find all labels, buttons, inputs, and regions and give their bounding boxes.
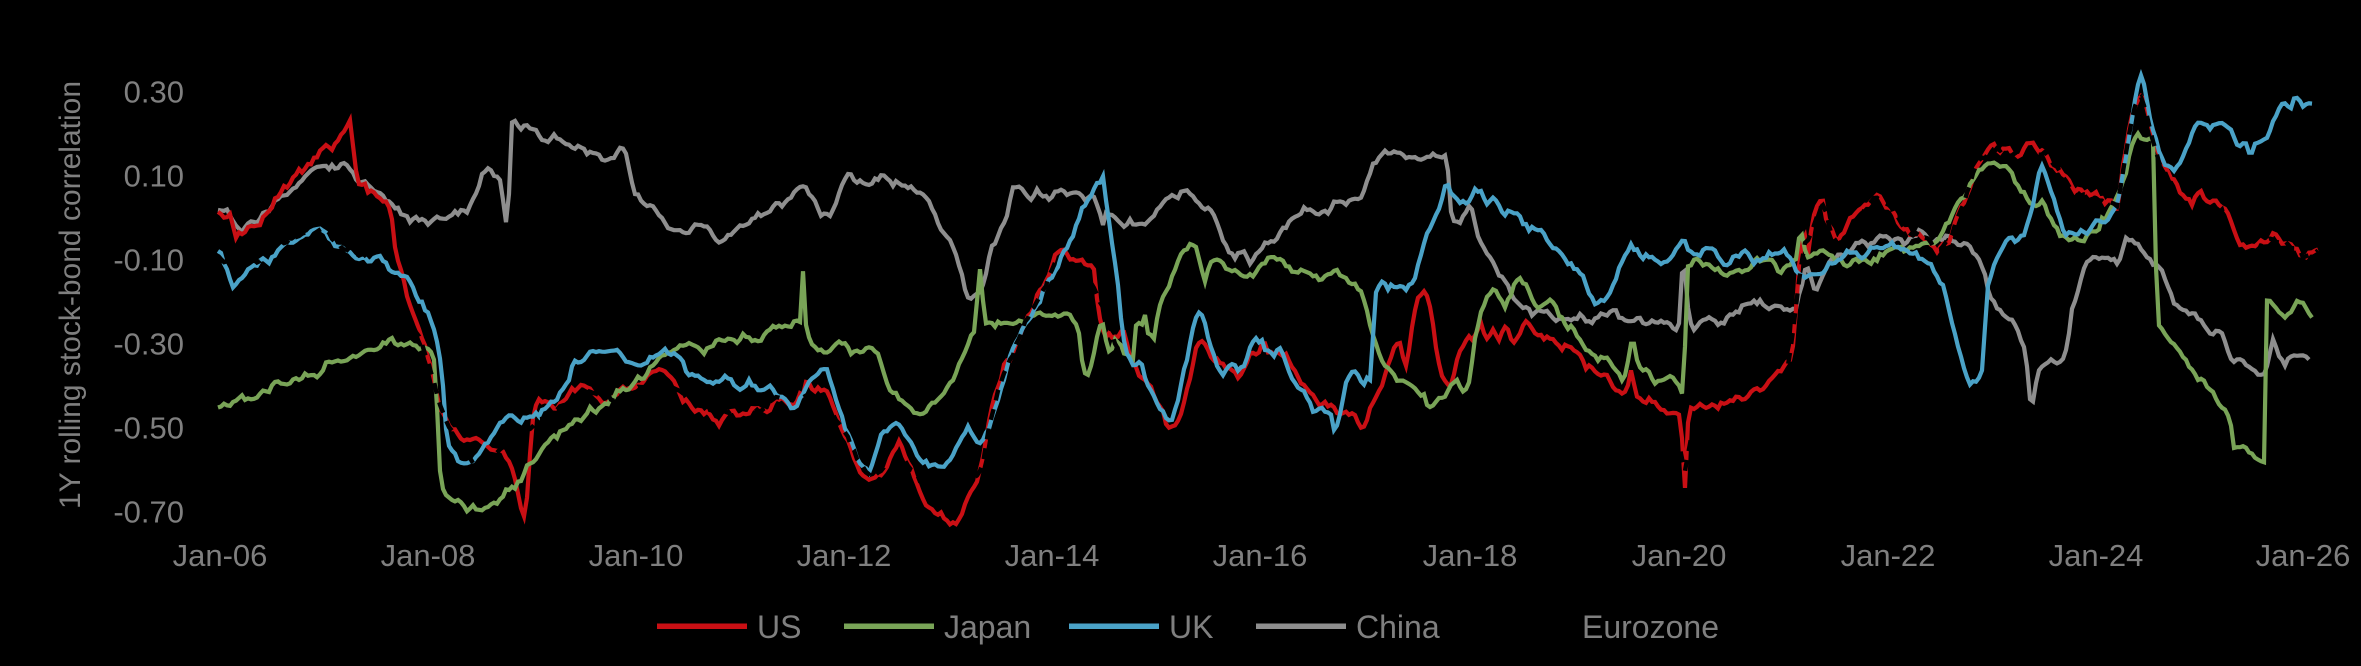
svg-text:Jan-18: Jan-18 [1423,538,1518,573]
svg-text:Jan-20: Jan-20 [1632,538,1727,573]
svg-text:Eurozone: Eurozone [1582,609,1719,645]
svg-text:Jan-06: Jan-06 [173,538,268,573]
svg-text:-0.10: -0.10 [113,243,184,278]
svg-text:-0.70: -0.70 [113,495,184,530]
svg-text:-0.30: -0.30 [113,327,184,362]
svg-text:China: China [1356,609,1440,645]
svg-text:1Y rolling stock-bond correlat: 1Y rolling stock-bond correlation [54,81,87,509]
svg-text:Japan: Japan [944,609,1031,645]
svg-text:0.10: 0.10 [124,159,184,194]
svg-text:Jan-16: Jan-16 [1213,538,1308,573]
svg-text:Jan-26: Jan-26 [2256,538,2351,573]
svg-text:Jan-12: Jan-12 [797,538,892,573]
svg-text:Jan-10: Jan-10 [589,538,684,573]
svg-text:UK: UK [1169,609,1213,645]
svg-text:Jan-08: Jan-08 [381,538,476,573]
svg-text:US: US [757,609,801,645]
svg-text:-0.50: -0.50 [113,411,184,446]
svg-text:Jan-14: Jan-14 [1005,538,1100,573]
svg-text:Jan-22: Jan-22 [1841,538,1936,573]
svg-text:0.30: 0.30 [124,75,184,110]
svg-text:Jan-24: Jan-24 [2049,538,2144,573]
